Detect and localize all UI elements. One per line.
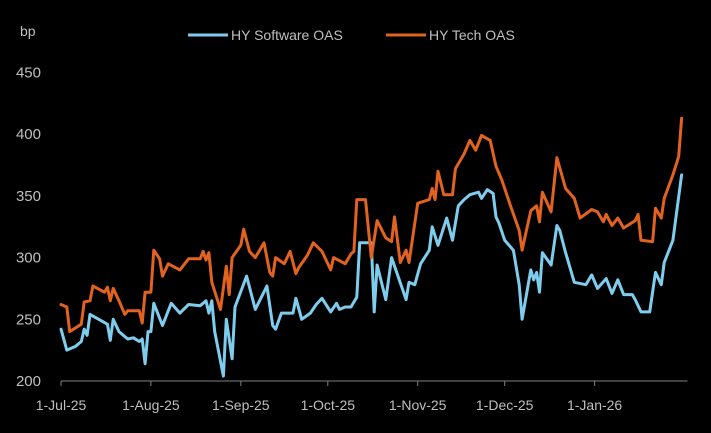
legend-label-hy-software-oas: HY Software OAS [231,27,343,43]
series-line-hy-software-oas [59,173,684,378]
x-axis: 1-Jul-25 1-Aug-25 1-Sep-25 1-Oct-25 1-Nov-25… [36,380,688,413]
y-axis-label: bp [20,23,36,39]
x-tick-label: 1-Dec-25 [476,397,534,413]
y-tick-label: 200 [16,373,41,390]
legend: HY Software OAS HY Tech OAS [188,27,515,43]
x-tick-label: 1-Jan-26 [567,397,622,413]
y-tick-label: 400 [16,126,41,143]
y-tick-label: 250 [16,311,41,328]
x-tick-label: 1-Sep-25 [212,397,270,413]
series-lines [59,116,684,378]
y-tick-label: 300 [16,250,41,267]
x-tick-label: 1-Oct-25 [301,397,356,413]
series-line-hy-tech-oas [59,116,684,334]
y-tick-label: 450 [16,65,41,82]
legend-label-hy-tech-oas: HY Tech OAS [429,27,515,43]
x-tick-label: 1-Nov-25 [389,397,447,413]
x-tick-label: 1-Jul-25 [36,397,87,413]
y-axis: 200 250 300 350 400 450 [16,65,41,391]
y-tick-label: 350 [16,188,41,205]
x-tick-label: 1-Aug-25 [122,397,180,413]
